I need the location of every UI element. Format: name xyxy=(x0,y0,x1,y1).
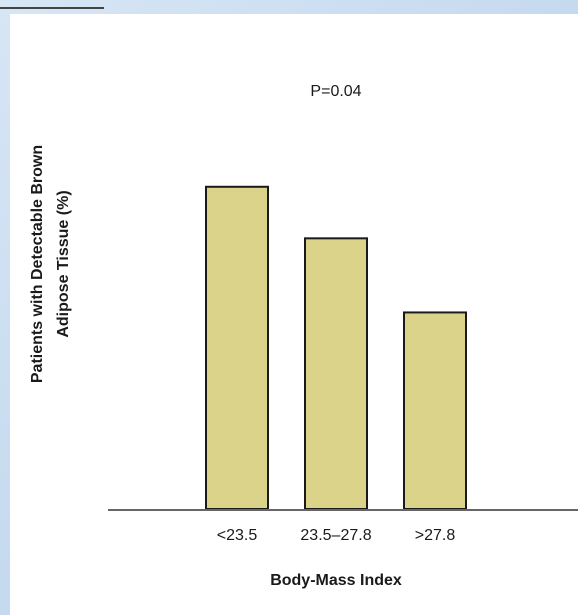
bar-1 xyxy=(205,185,269,510)
bar-2 xyxy=(304,237,368,510)
y-axis-label-line-2: Adipose Tissue (%) xyxy=(55,190,72,337)
x-tick-label-2: 23.5–27.8 xyxy=(300,527,371,544)
x-tick-label-3: >27.8 xyxy=(415,527,456,544)
chart-panel xyxy=(10,14,578,615)
header-rule xyxy=(0,7,104,9)
y-axis-label-group: Patients with Detectable Brown Adipose T… xyxy=(29,145,72,383)
bar-3 xyxy=(403,311,467,511)
p-value-annotation: P=0.04 xyxy=(310,83,361,100)
x-axis-label: Body-Mass Index xyxy=(270,572,402,589)
bars-group xyxy=(205,185,467,511)
y-axis-label-line-1: Patients with Detectable Brown xyxy=(29,145,46,383)
x-tick-labels: <23.5 23.5–27.8 >27.8 xyxy=(217,527,456,544)
x-tick-label-1: <23.5 xyxy=(217,527,258,544)
